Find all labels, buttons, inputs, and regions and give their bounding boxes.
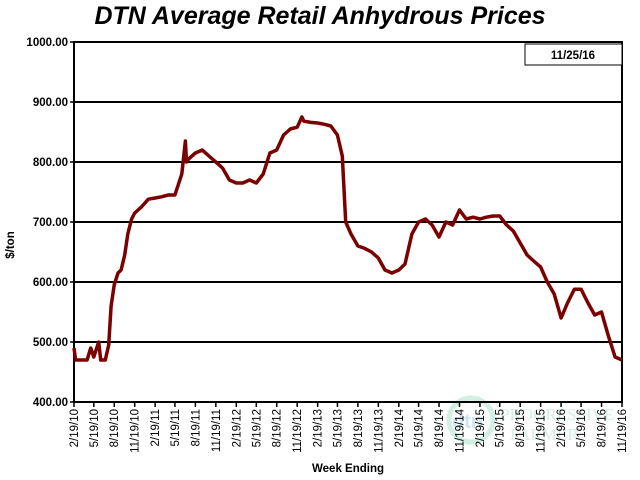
x-tick-label: 5/19/16	[576, 409, 588, 447]
x-tick-label: 11/19/16	[617, 409, 629, 453]
x-tick-label: 2/19/12	[231, 409, 243, 447]
chart-title: DTN Average Retail Anhydrous Prices	[94, 2, 546, 30]
x-tick-label: 2/19/16	[556, 409, 568, 447]
x-tick-label: 2/19/10	[69, 409, 81, 447]
x-tick-label: 8/19/15	[515, 409, 527, 447]
x-tick-label: 11/19/13	[373, 409, 385, 453]
x-tick-label: 2/19/14	[394, 408, 406, 447]
y-tick-label: 600.00	[33, 277, 68, 289]
x-tick-label: 8/19/10	[109, 409, 121, 447]
x-tick-label: 11/19/14	[454, 408, 466, 453]
y-tick-label: 900.00	[33, 97, 68, 109]
x-tick-label: 5/19/10	[89, 409, 101, 447]
svg-text:FARMER: FARMER	[510, 425, 579, 444]
svg-text:PROGRESSIVE: PROGRESSIVE	[500, 405, 614, 424]
x-tick-label: 8/19/13	[353, 409, 365, 447]
x-axis-label: Week Ending	[312, 463, 384, 475]
x-tick-label: 5/19/13	[332, 409, 344, 447]
x-tick-label: 8/19/16	[597, 409, 609, 447]
x-tick-label: 5/19/14	[414, 408, 426, 447]
y-tick-label: 400.00	[33, 397, 68, 409]
x-tick-label: 11/19/11	[211, 409, 223, 452]
price-line	[72, 115, 623, 362]
x-tick-label: 8/19/12	[272, 409, 284, 447]
x-tick-label: 5/19/15	[495, 409, 507, 447]
date-label: 11/25/16	[551, 50, 595, 62]
x-tick-label: 8/19/14	[434, 408, 446, 447]
y-tick-label: 700.00	[33, 217, 68, 229]
y-tick-label: 1000.00	[26, 37, 68, 49]
x-tick-label: 8/19/11	[190, 409, 202, 447]
x-tick-label: 2/19/13	[313, 409, 325, 447]
x-tick-label: 2/19/11	[150, 409, 162, 447]
x-tick-label: 11/19/15	[536, 409, 548, 453]
y-axis-label: $/ton	[5, 231, 17, 258]
dtn-progressive-farmer-logo: dtn PROGRESSIVE FARMER	[446, 395, 614, 445]
x-tick-label: 5/19/12	[251, 409, 263, 447]
x-tick-label: 11/19/10	[130, 409, 142, 453]
x-tick-label: 5/19/11	[170, 409, 182, 447]
x-tick-label: 2/19/15	[475, 409, 487, 447]
x-tick-label: 11/19/12	[292, 409, 304, 453]
y-tick-label: 800.00	[33, 157, 68, 169]
svg-text:dtn: dtn	[452, 411, 483, 433]
y-tick-label: 500.00	[33, 337, 68, 349]
date-box: 11/25/16	[524, 43, 623, 66]
